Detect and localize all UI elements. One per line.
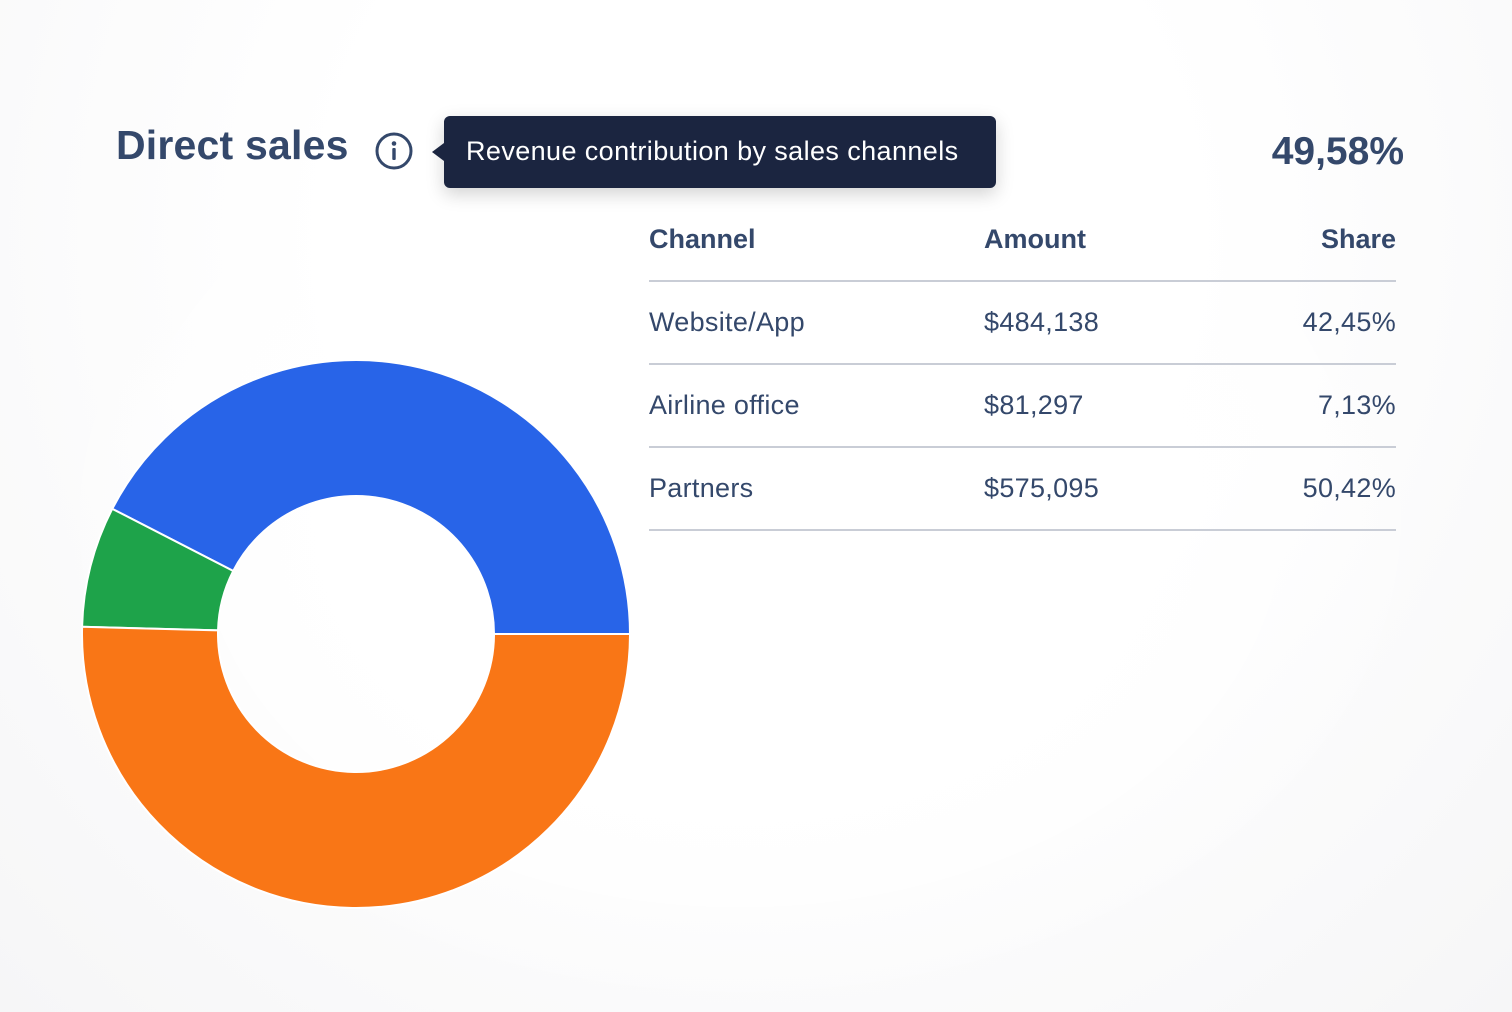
column-header-share[interactable]: Share [1224, 198, 1396, 282]
table-row[interactable]: Partners $575,095 50,42% [649, 447, 1396, 531]
amount-cell: $575,095 [984, 447, 1224, 531]
table-header-row: Channel Amount Share [649, 198, 1396, 282]
tooltip-text: Revenue contribution by sales channels [466, 136, 959, 166]
share-cell: 7,13% [1224, 364, 1396, 448]
channels-table: Channel Amount Share Website/App $484,13… [649, 198, 1396, 531]
channel-cell: Airline office [649, 364, 984, 448]
amount-cell: $81,297 [984, 364, 1224, 448]
info-tooltip: Revenue contribution by sales channels [432, 116, 996, 188]
share-cell: 50,42% [1224, 447, 1396, 531]
table-row[interactable]: Website/App $484,138 42,45% [649, 281, 1396, 365]
column-header-amount[interactable]: Amount [984, 198, 1224, 282]
share-cell: 42,45% [1224, 281, 1396, 365]
total-share-value: 49,58% [1271, 130, 1404, 173]
column-header-channel[interactable]: Channel [649, 198, 984, 282]
donut-slice-partners[interactable] [81, 625, 632, 909]
info-circle-icon[interactable] [374, 131, 414, 171]
donut-slice-website-app[interactable] [110, 359, 632, 635]
channel-cell: Partners [649, 447, 984, 531]
channel-cell: Website/App [649, 281, 984, 365]
amount-cell: $484,138 [984, 281, 1224, 365]
widget-title: Direct sales [116, 122, 349, 168]
table-row[interactable]: Airline office $81,297 7,13% [649, 364, 1396, 448]
